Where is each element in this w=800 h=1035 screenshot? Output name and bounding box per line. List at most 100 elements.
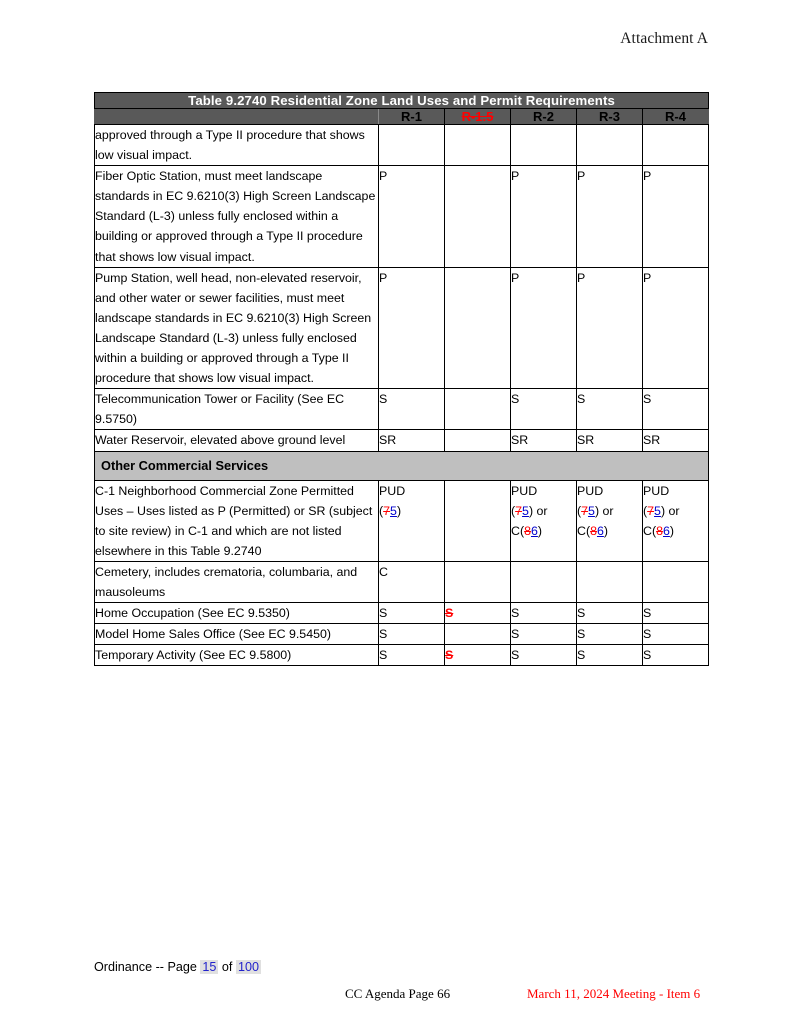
inserted-text: 5 [654, 503, 661, 518]
permit-value-cell: S [510, 602, 577, 625]
permit-value-cell [641, 123, 710, 167]
permit-value-cell: SR [510, 429, 577, 452]
permit-value-cell [444, 123, 511, 167]
permit-value-cell: C [378, 560, 445, 604]
deleted-text: 8 [524, 523, 531, 538]
cell-text: S [643, 606, 652, 621]
table-title: Table 9.2740 Residential Zone Land Uses … [93, 92, 710, 109]
deleted-text: 7 [515, 503, 523, 518]
meeting-item-label: March 11, 2024 Meeting - Item 6 [527, 986, 701, 1001]
permit-value-cell [444, 388, 511, 431]
zone-header-label: R-3 [599, 109, 620, 124]
table-row: Temporary Activity (See EC 9.5800) S S S S S [94, 644, 710, 667]
permit-value-cell: S [378, 644, 445, 667]
cell-text: ) or [660, 503, 680, 518]
cell-text: C( [511, 523, 525, 538]
inserted-text: 5 [390, 503, 397, 518]
agenda-page-label: CC Agenda Page 66 [345, 986, 451, 1001]
cell-text: PUD [577, 483, 604, 498]
section-label: Other Commercial Services [93, 450, 710, 481]
cell-text: ) [603, 523, 609, 538]
permit-value-cell: P [378, 266, 445, 390]
page-header: Attachment A [0, 30, 800, 48]
zone-header-row: R-1 R-1.5 R-2 R-3 R-4 [94, 108, 710, 125]
permit-value-cell [444, 479, 511, 562]
permit-value-cell [444, 266, 511, 390]
use-description-cell: Cemetery, includes crematoria, columbari… [94, 560, 379, 604]
page-number-field: 15 [200, 960, 219, 974]
cell-text: PUD [379, 483, 406, 498]
permit-value-cell [444, 623, 511, 646]
table-row: Water Reservoir, elevated above ground l… [94, 429, 710, 452]
table-row: Telecommunication Tower or Facility (See… [94, 388, 710, 431]
table-section-row: Other Commercial Services [93, 450, 710, 481]
table-title-row: Table 9.2740 Residential Zone Land Uses … [93, 92, 710, 109]
permit-value-cell: P [641, 266, 710, 390]
use-description-cell: Temporary Activity (See EC 9.5800) [94, 644, 379, 667]
permit-value-cell [641, 560, 710, 604]
zone-header-r-1-5: R-1.5 [444, 108, 511, 125]
permit-value-cell [576, 560, 643, 604]
permit-value-cell: P [576, 266, 643, 390]
permit-value-cell: S [641, 602, 710, 625]
permit-value-cell [576, 123, 643, 167]
permit-value-cell [510, 123, 577, 167]
cell-text: S [643, 648, 652, 663]
permit-value-cell: S [444, 644, 511, 667]
table-row: Home Occupation (See EC 9.5350) S S S S S [94, 602, 710, 625]
zone-header-label: R-4 [665, 109, 686, 124]
permit-value-cell [378, 123, 445, 167]
permit-value-cell: PUD (75) or C(86) [510, 479, 577, 562]
table-row: Cemetery, includes crematoria, columbari… [94, 560, 710, 604]
permit-value-cell: S [378, 602, 445, 625]
permit-value-cell: S [576, 644, 643, 667]
deleted-text: S [445, 648, 454, 663]
permit-value-cell: S [641, 388, 710, 431]
zone-header-label: R-2 [533, 109, 554, 124]
permit-value-cell [510, 560, 577, 604]
cell-text: S [379, 606, 388, 621]
permit-value-cell: S [510, 644, 577, 667]
use-description-cell: Telecommunication Tower or Facility (See… [94, 388, 379, 431]
deleted-text: 8 [656, 523, 663, 538]
table-row: Pump Station, well head, non-elevated re… [94, 266, 710, 390]
document-footer: Ordinance -- Page 15 of 100 [94, 960, 261, 974]
zone-header-r-1: R-1 [378, 108, 445, 125]
permit-value-cell: P [576, 165, 643, 268]
zone-header-r-4: R-4 [641, 108, 710, 125]
permit-value-cell: S [378, 388, 445, 431]
of-label: of [221, 960, 233, 974]
permit-value-cell: S [641, 623, 710, 646]
cell-text: PUD [511, 483, 538, 498]
deleted-text: 7 [581, 503, 589, 518]
table-row: Fiber Optic Station, must meet landscape… [94, 165, 710, 268]
cell-text: S [379, 648, 388, 663]
total-pages-field: 100 [235, 960, 261, 974]
permit-value-cell: S [576, 602, 643, 625]
cell-text: PUD [643, 483, 670, 498]
cell-text: ( [511, 503, 516, 518]
zone-header-label: R-1 [401, 109, 422, 124]
permit-value-cell [444, 560, 511, 604]
use-description-cell: Water Reservoir, elevated above ground l… [94, 429, 379, 452]
permit-value-cell: P [510, 266, 577, 390]
inserted-text: 6 [596, 523, 604, 538]
use-description-cell: Home Occupation (See EC 9.5350) [94, 602, 379, 625]
permit-value-cell: S [444, 602, 511, 625]
permit-value-cell [444, 165, 511, 268]
zone-header-r-3: R-3 [576, 108, 643, 125]
table-row: Model Home Sales Office (See EC 9.5450) S… [94, 623, 710, 646]
permit-value-cell: PUD (75) or C(86) [576, 479, 643, 562]
zone-header-spacer [94, 108, 379, 125]
inserted-text: 5 [522, 503, 529, 518]
inserted-text: 5 [588, 503, 595, 518]
permit-value-cell: P [378, 165, 445, 268]
attachment-label: Attachment A [620, 30, 708, 47]
land-use-permit-table: Table 9.2740 Residential Zone Land Uses … [93, 92, 710, 667]
permit-value-cell: SR [641, 429, 710, 452]
permit-value-cell: S [641, 644, 710, 667]
zone-header-label: R-1.5 [461, 109, 494, 124]
cell-text: S [511, 648, 520, 663]
table-row: C-1 Neighborhood Commercial Zone Permitt… [94, 479, 710, 562]
inserted-text: 6 [530, 523, 538, 538]
